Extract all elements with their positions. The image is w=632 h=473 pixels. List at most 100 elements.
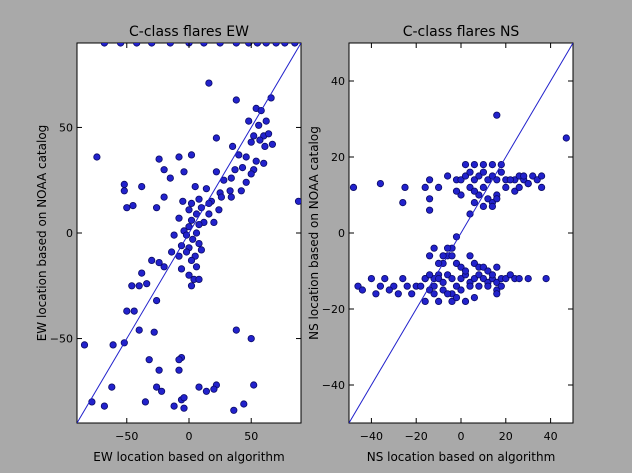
ew-x-tick-label: 50 [244, 430, 258, 443]
ns-data-point [524, 274, 532, 283]
ns-data-point [452, 282, 461, 290]
ew-chart-title: C-class flares EW [129, 24, 249, 40]
ew-data-point [166, 43, 174, 47]
ew-data-point [192, 263, 201, 271]
ns-data-point [479, 274, 487, 283]
ew-data-point [135, 326, 143, 334]
ns-data-point [425, 176, 434, 184]
ew-data-point [212, 134, 220, 142]
ew-data-point [158, 387, 166, 395]
ns-data-point [562, 134, 570, 142]
ns-data-point [479, 161, 487, 169]
ew-data-point [237, 187, 245, 195]
ns-data-point [439, 278, 447, 286]
ns-data-point [349, 183, 358, 191]
ns-x-tick-label: −20 [405, 430, 428, 443]
ns-data-point [470, 161, 478, 169]
ns-data-point [470, 176, 478, 184]
ns-data-point [399, 199, 407, 207]
ns-data-point [452, 259, 461, 267]
ew-data-point [153, 204, 161, 212]
ew-data-point [232, 326, 240, 334]
ew-data-point [180, 404, 188, 412]
ew-data-point [242, 153, 250, 161]
ns-data-point [390, 282, 398, 290]
ns-y-tick-label: −40 [322, 379, 345, 392]
ew-y-tick-label: 50 [59, 121, 73, 134]
ew-data-point [268, 140, 276, 148]
ns-data-point [493, 290, 501, 298]
ew-data-point [195, 240, 203, 248]
ns-data-point [466, 282, 474, 290]
ns-data-point [470, 274, 478, 283]
ns-data-point [399, 274, 407, 283]
ew-data-point [148, 256, 156, 264]
ns-data-point [484, 195, 492, 203]
ew-data-point [135, 282, 143, 290]
ns-data-point [430, 282, 438, 290]
ew-data-point [227, 193, 235, 201]
ew-data-point [148, 43, 156, 47]
ns-data-point [381, 274, 389, 283]
ew-data-point [187, 199, 196, 207]
ew-data-point [160, 263, 168, 271]
ns-data-point [367, 274, 375, 283]
ns-data-point [434, 259, 443, 267]
ew-data-point [180, 168, 188, 176]
ew-data-point [160, 166, 168, 174]
ew-data-point [210, 218, 218, 226]
ns-data-point [493, 263, 501, 271]
ew-data-point [191, 183, 199, 191]
ns-data-point [403, 282, 411, 290]
ew-data-point [255, 121, 263, 129]
ns-y-tick-label: −20 [322, 303, 345, 316]
ew-data-point [145, 356, 153, 364]
ew-data-point [252, 157, 260, 165]
ew-data-point [215, 206, 223, 214]
ns-data-point [470, 187, 478, 195]
ns-data-point [385, 286, 393, 294]
ns-data-point [493, 278, 501, 286]
ew-data-point [192, 229, 201, 237]
ew-data-point [210, 385, 218, 393]
ns-data-point [430, 290, 438, 298]
ns-ticks: −40 −20 0 20 40 −40 −20 0 20 40 [322, 43, 573, 443]
ew-data-point [247, 334, 255, 343]
ew-data-point [281, 43, 289, 47]
ew-data-point [250, 381, 258, 389]
ns-data-point [461, 267, 470, 275]
ns-data-point [376, 180, 384, 188]
ns-data-point [479, 202, 487, 210]
ew-data-point [123, 307, 131, 315]
ns-data-point [434, 297, 443, 305]
ew-data-point [247, 138, 255, 146]
ns-data-point [506, 176, 514, 184]
ew-data-point [80, 341, 89, 349]
ew-data-point [160, 193, 168, 201]
ew-data-point [175, 153, 183, 161]
ns-data-point [529, 172, 537, 180]
ns-data-point [434, 274, 443, 283]
ns-data-point [493, 176, 501, 184]
ns-data-point [372, 290, 380, 298]
ew-data-point [182, 231, 191, 239]
ew-data-point [129, 202, 137, 210]
ns-data-point [488, 202, 496, 210]
ew-data-point [179, 197, 187, 205]
ns-data-point [515, 274, 523, 283]
ns-x-tick-label: 40 [544, 430, 558, 443]
ew-x-tick-label: −50 [115, 430, 138, 443]
ns-data-point [425, 195, 434, 203]
ew-data-point [294, 197, 301, 205]
ew-data-point [138, 183, 146, 191]
ns-y-tick-label: 40 [331, 75, 345, 88]
ew-data-point [150, 328, 158, 336]
ew-identity-line [77, 43, 301, 423]
ns-y-axis-label: NS location based on NOAA catalog [307, 126, 321, 340]
ns-data-point [537, 172, 546, 180]
ns-data-point [484, 267, 492, 275]
ns-data-point [475, 282, 483, 290]
ew-data-point [133, 43, 141, 47]
ew-data-point [182, 248, 191, 256]
ew-data-point [232, 96, 240, 104]
